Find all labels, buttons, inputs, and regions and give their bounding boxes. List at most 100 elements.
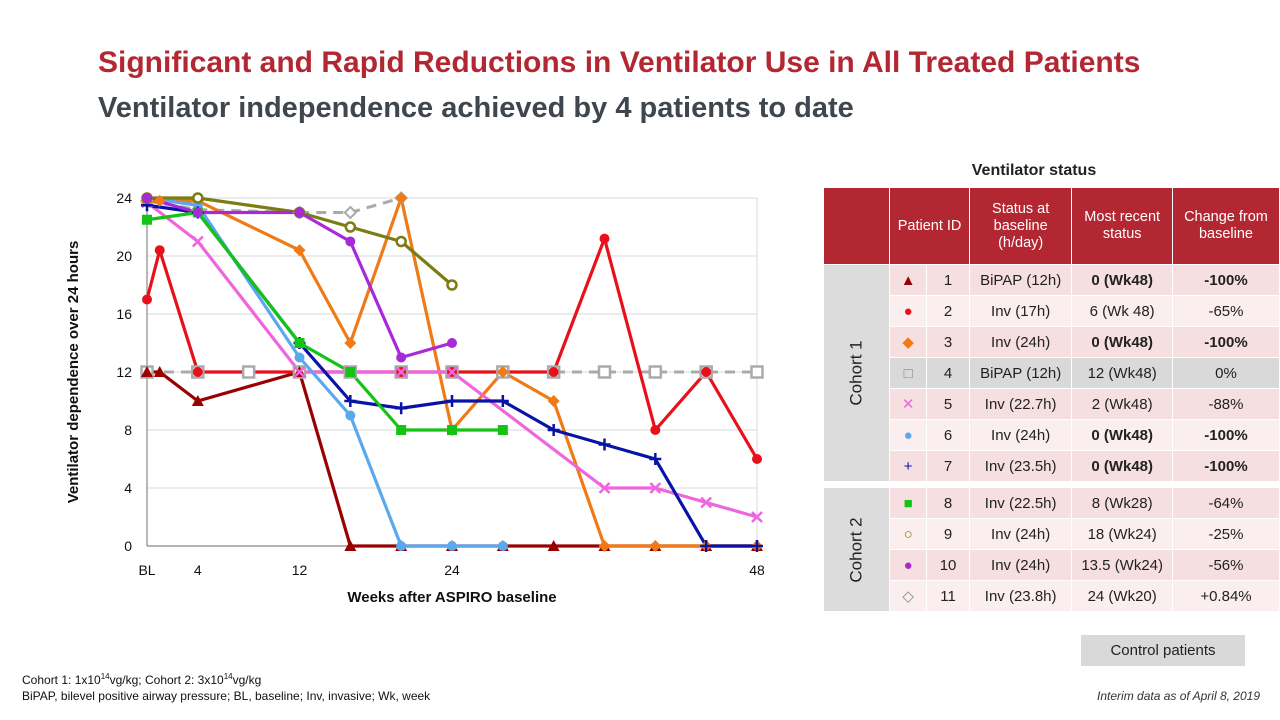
data-point (547, 540, 560, 551)
baseline-status: Inv (24h) (968, 518, 1073, 550)
y-tick-label: 24 (116, 190, 132, 206)
foot-dose-c: vg/kg (232, 673, 262, 687)
baseline-status: Inv (24h) (968, 419, 1073, 451)
foot-dose-a: Cohort 1: 1x10 (22, 673, 101, 687)
series-line-patient-5 (146, 201, 758, 519)
recent-status: 8 (Wk28) (1071, 487, 1173, 519)
series-marker-icon: ● (889, 419, 928, 451)
table-row: ● 10 Inv (24h) 13.5 (Wk24) -56% (824, 549, 1280, 581)
series-marker-icon: ✕ (889, 388, 928, 420)
data-point (447, 541, 457, 551)
data-point (345, 236, 356, 247)
change-from-baseline: -56% (1171, 549, 1280, 581)
data-point (751, 511, 763, 523)
series-marker-icon: + (889, 450, 928, 482)
data-point (343, 205, 358, 220)
patient-id: 4 (926, 357, 970, 389)
x-tick-label: 48 (749, 562, 765, 578)
data-point (648, 365, 663, 379)
recent-status: 18 (Wk24) (1071, 518, 1173, 550)
data-point (345, 367, 356, 377)
data-point (701, 367, 712, 377)
data-point (598, 540, 611, 552)
foot-dose-b: vg/kg; Cohort 2: 3x10 (109, 673, 224, 687)
data-point (700, 496, 713, 509)
change-from-baseline: -100% (1171, 419, 1280, 451)
data-point (192, 367, 203, 377)
header-patient-id: Patient ID (889, 187, 970, 265)
y-tick-label: 0 (124, 538, 132, 554)
data-point (599, 233, 610, 244)
table-row: +7 Inv (23.5h) 0 (Wk48) -100% (824, 450, 1280, 482)
change-from-baseline: -100% (1171, 326, 1280, 358)
header-change: Change from baseline (1171, 187, 1280, 265)
y-tick-label: 20 (116, 248, 132, 264)
table-body: Cohort 1 ▲ 1 BiPAP (12h) 0 (Wk48) -100% ● 2 Inv … (822, 264, 1280, 612)
data-point (700, 540, 713, 552)
data-point (142, 214, 152, 225)
data-point (293, 244, 306, 257)
data-point (547, 424, 560, 436)
change-from-baseline: 0% (1171, 357, 1280, 389)
table-row: ◇ 11 Inv (23.8h) 24 (Wk20) +0.84% (824, 580, 1280, 612)
table-row: ✕ 5 Inv (22.7h) 2 (Wk48) -88% (824, 388, 1280, 420)
data-point (191, 395, 204, 406)
data-point (192, 192, 204, 204)
baseline-status: Inv (17h) (968, 295, 1073, 327)
data-point (650, 425, 661, 435)
slide-title: Significant and Rapid Reductions in Vent… (98, 46, 1140, 80)
data-point (750, 365, 764, 379)
table-row: □ 4 BiPAP (12h) 12 (Wk48) 0% (824, 357, 1280, 389)
data-point (153, 194, 166, 207)
data-point (446, 395, 458, 407)
y-tick-label: 12 (116, 364, 132, 380)
series-line-patient-9 (147, 196, 454, 287)
patient-id: 1 (926, 264, 970, 296)
patient-id: 3 (926, 326, 970, 358)
data-point (395, 235, 407, 248)
data-point (142, 193, 152, 203)
baseline-status: BiPAP (12h) (968, 357, 1073, 389)
header-baseline-status: Status at baseline (h/day) (968, 187, 1073, 265)
footnote-dosing: Cohort 1: 1x1014vg/kg; Cohort 2: 3x1014v… (22, 672, 261, 687)
patient-id: 6 (926, 419, 970, 451)
data-point (446, 279, 458, 291)
data-point (395, 366, 408, 378)
series-marker-icon: ◆ (889, 326, 928, 358)
baseline-status: Inv (24h) (968, 326, 1073, 358)
data-point (752, 454, 762, 464)
data-point (294, 207, 305, 218)
slide-subtitle: Ventilator independence achieved by 4 pa… (98, 92, 854, 124)
series-markers-patient-1 (141, 366, 763, 551)
table-header-row: Patient ID Status at baseline (h/day) Mo… (822, 187, 1280, 265)
table-title: Ventilator status (971, 162, 1097, 179)
data-point (344, 395, 357, 407)
patient-id: 9 (926, 518, 970, 550)
data-point (154, 245, 165, 256)
series-marker-icon: ■ (889, 487, 928, 519)
recent-status: 2 (Wk48) (1071, 388, 1173, 420)
recent-status: 0 (Wk48) (1071, 450, 1173, 482)
data-point (447, 425, 457, 435)
data-point (192, 207, 203, 218)
slide-title-text: Significant and Rapid Reductions in Vent… (98, 46, 1141, 79)
table-row: Cohort 2 ■ 8 Inv (22.5h) 8 (Wk28) -64% (822, 487, 1280, 612)
data-point (598, 482, 611, 494)
table-row: Cohort 1 ▲ 1 BiPAP (12h) 0 (Wk48) -100% (822, 264, 1280, 482)
change-from-baseline: -64% (1171, 487, 1280, 519)
series-markers-patient-10 (142, 193, 457, 363)
data-point (294, 338, 305, 348)
series-line-patient-10 (146, 196, 453, 360)
chart-series-markers (140, 191, 764, 552)
data-point (597, 365, 612, 379)
change-from-baseline: -88% (1171, 388, 1280, 420)
data-point (649, 482, 662, 494)
data-point (649, 453, 662, 465)
recent-status: 0 (Wk48) (1071, 419, 1173, 451)
x-axis-title: Weeks after ASPIRO baseline (347, 589, 556, 606)
recent-status: 0 (Wk48) (1071, 326, 1173, 358)
x-tick-label: 24 (444, 562, 460, 578)
cohort-1-label: Cohort 1 (822, 264, 891, 482)
patient-id: 5 (926, 388, 970, 420)
